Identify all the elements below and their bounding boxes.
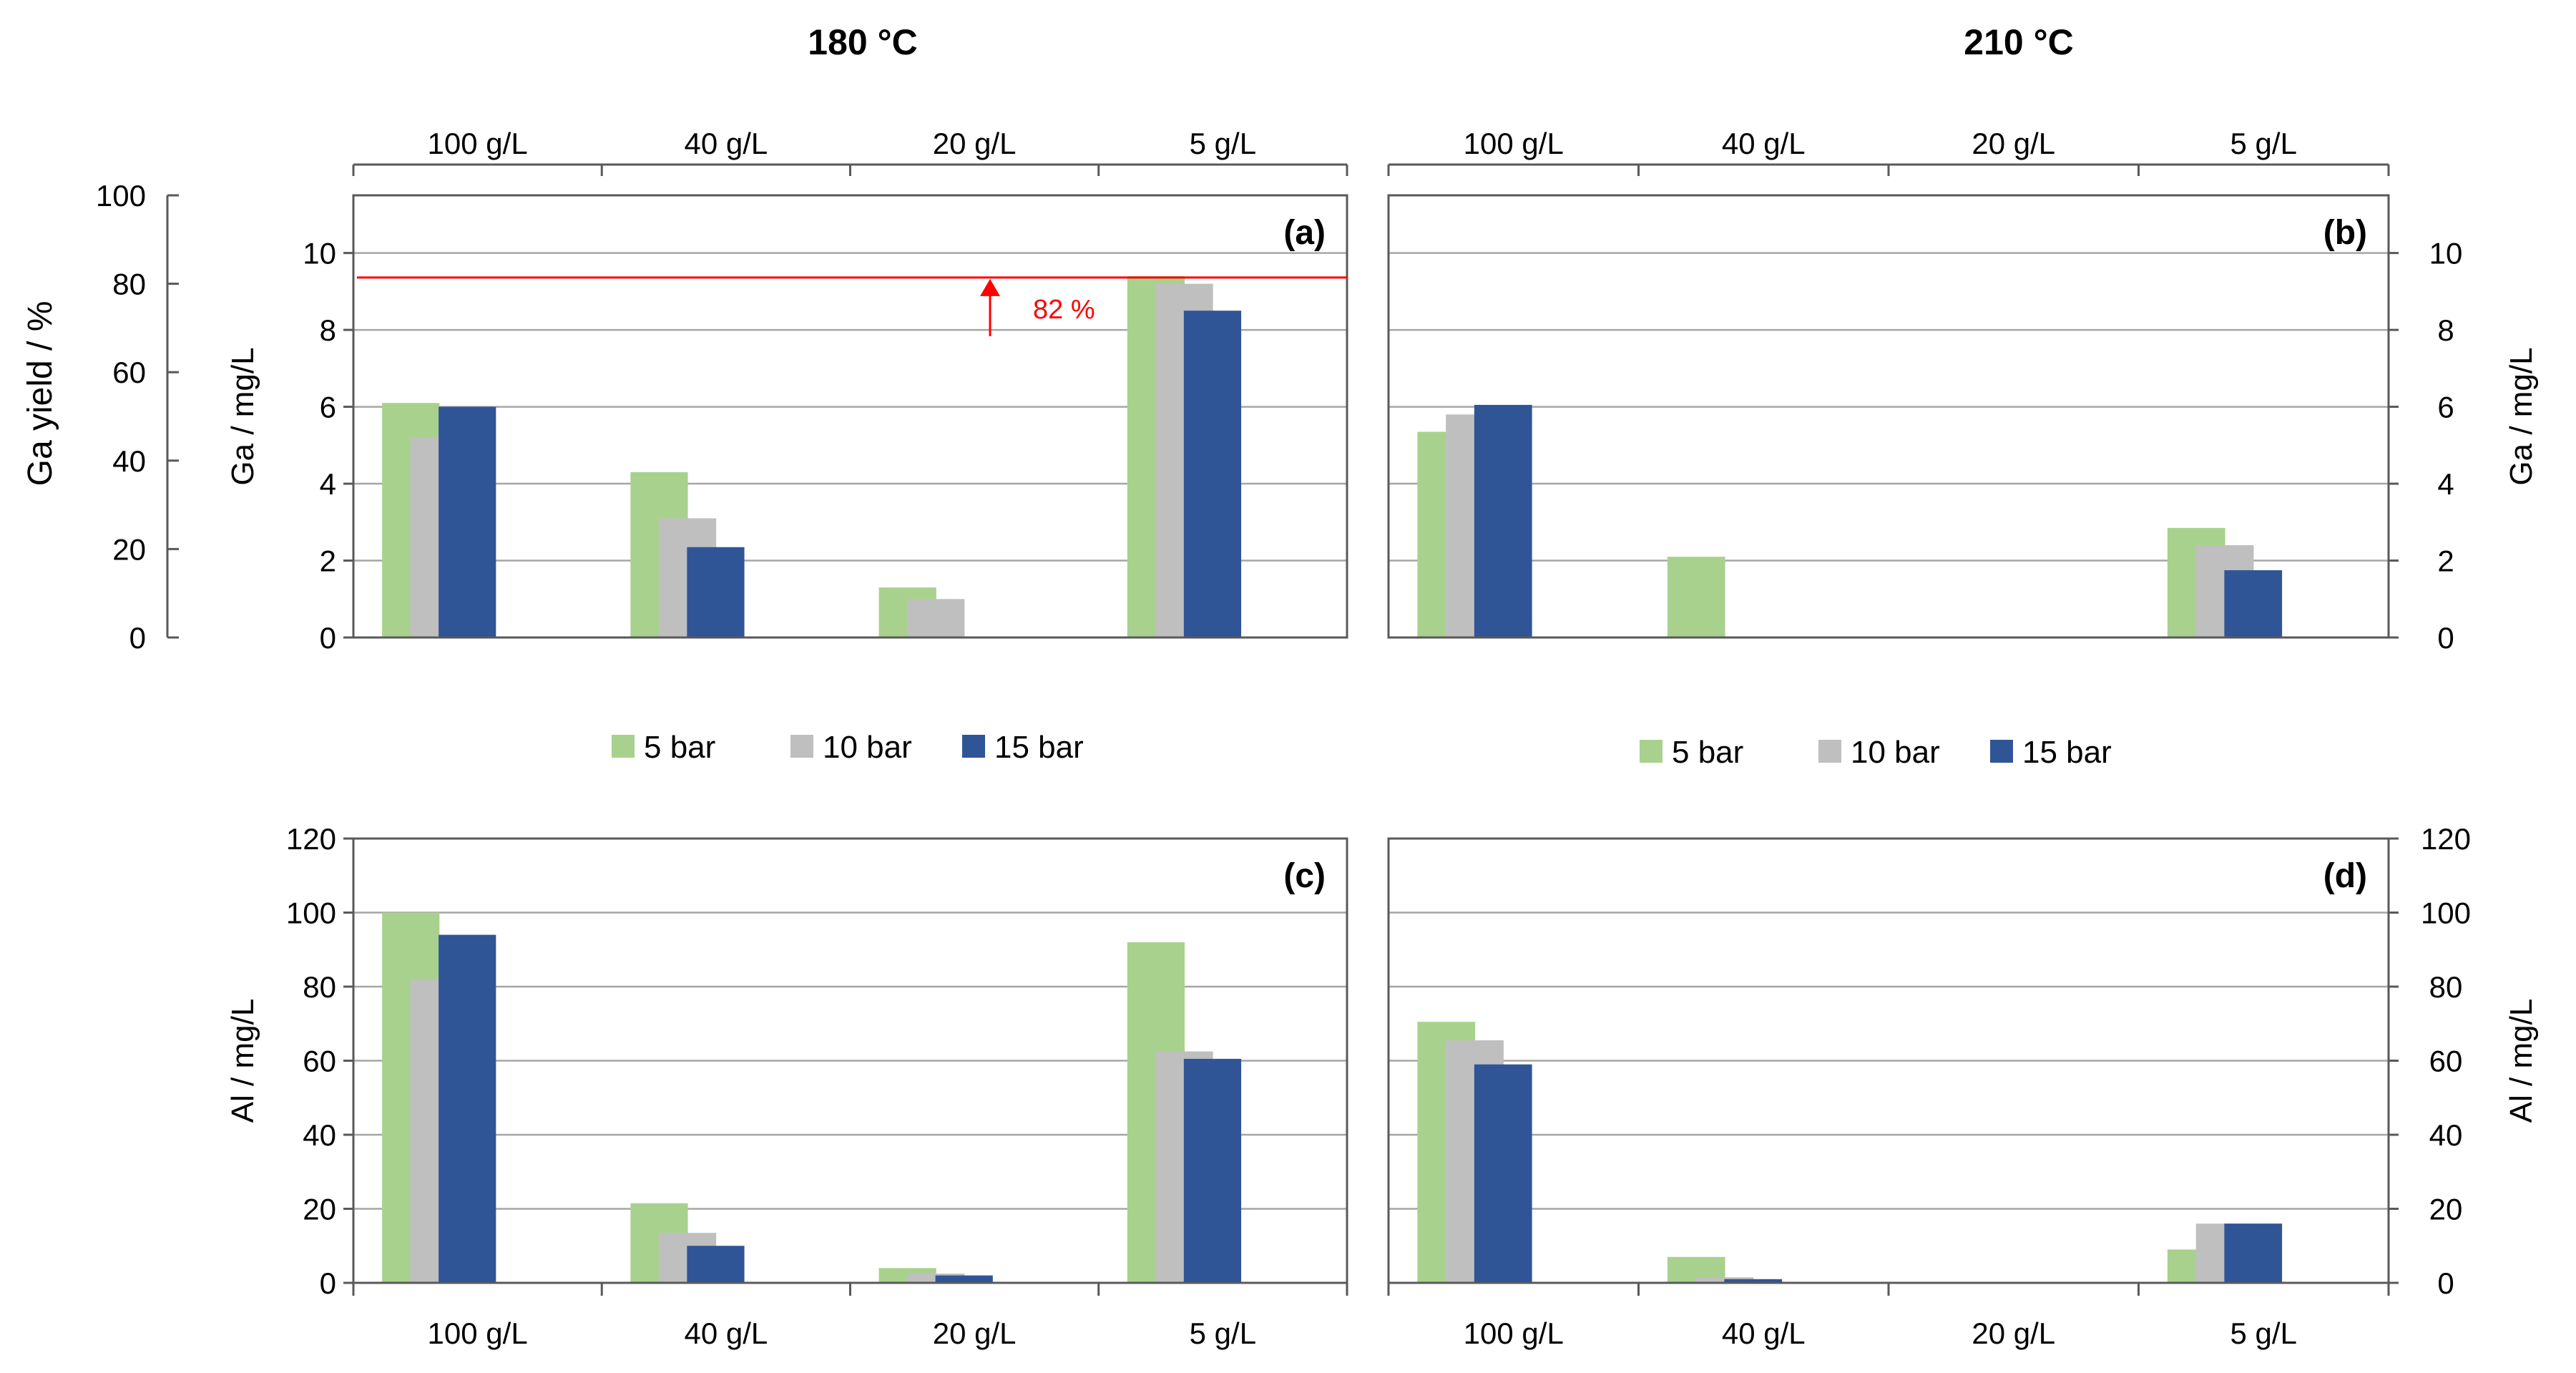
panel-letter: (c) (1283, 857, 1326, 895)
legend-label: 10 bar (823, 730, 912, 765)
y-tick-label: 20 (303, 1193, 336, 1226)
y-tick-label: 4 (2437, 467, 2454, 501)
bar-d-15bar-1 (1724, 1279, 1783, 1283)
category-label: 5 g/L (2230, 127, 2297, 160)
legends: 5 bar 10 bar 15 bar 5 bar 10 bar 15 bar (612, 730, 2112, 770)
category-label: 5 g/L (2230, 1316, 2297, 1350)
category-label: 20 g/L (1972, 1316, 2055, 1350)
y-tick-label: 100 (286, 896, 336, 930)
y-tick-label: 10 (2429, 237, 2463, 270)
legend-swatch (1990, 740, 2013, 763)
category-label: 20 g/L (933, 1316, 1017, 1350)
category-label: 100 g/L (1464, 1316, 1564, 1350)
secondary-axis-title: Ga yield / % (21, 301, 59, 487)
y-tick-label: 0 (320, 1266, 336, 1300)
legend-label: 15 bar (2022, 735, 2112, 770)
bar-b-5bar-1 (1667, 557, 1725, 637)
legend: 5 bar 10 bar 15 bar (1640, 735, 2112, 770)
y-axis-title: Al / mg/L (225, 999, 260, 1123)
y-tick-label: 0 (2437, 1266, 2454, 1300)
legend-swatch (962, 735, 985, 758)
category-label: 100 g/L (1464, 127, 1564, 160)
y-tick-label: 4 (320, 467, 336, 501)
legend: 5 bar 10 bar 15 bar (612, 730, 1084, 765)
secondary-tick-label: 20 (112, 532, 146, 566)
secondary-tick-label: 40 (112, 444, 146, 478)
category-label: 40 g/L (1722, 1316, 1806, 1350)
category-label: 5 g/L (1190, 127, 1256, 160)
y-axis-title: Al / mg/L (2504, 999, 2539, 1123)
y-tick-label: 60 (303, 1045, 336, 1078)
legend-swatch (612, 735, 635, 758)
legend-label: 5 bar (1672, 735, 1743, 770)
category-label: 40 g/L (684, 127, 768, 160)
panel-d: 0 20 40 60 80 100 120 Al / mg/L 100 g/L 40 g/L 20 … (1387, 822, 2539, 1350)
y-tick-label: 0 (2437, 621, 2454, 655)
secondary-tick-label: 60 (112, 356, 146, 389)
y-tick-label: 10 (303, 237, 336, 270)
legend-label: 15 bar (994, 730, 1084, 765)
y-tick-label: 8 (2437, 313, 2454, 347)
category-label: 20 g/L (1972, 127, 2055, 160)
annotation-label: 82 % (1033, 295, 1095, 325)
category-label: 20 g/L (933, 127, 1017, 160)
bar-b-15bar-3 (2224, 570, 2283, 637)
panel-c: 0 20 40 60 80 100 120 Al / mg/L 100 g/L 40 g/L 20 … (225, 822, 1348, 1350)
secondary-tick-label: 100 (96, 179, 146, 212)
category-label: 100 g/L (428, 127, 528, 160)
bar-a-15bar-0 (439, 406, 496, 637)
legend-swatch (790, 735, 813, 758)
y-tick-label: 40 (2429, 1118, 2463, 1152)
plot-frame (352, 194, 1348, 639)
plot-frame (1387, 194, 2390, 639)
y-axis-title: Ga / mg/L (225, 347, 260, 485)
legend-swatch (1818, 740, 1841, 763)
panel-title: 180 °C (808, 22, 917, 62)
y-tick-label: 20 (2429, 1193, 2463, 1226)
y-tick-label: 2 (320, 544, 336, 578)
category-label: 100 g/L (428, 1316, 528, 1350)
y-tick-label: 120 (2421, 822, 2471, 856)
y-tick-label: 100 (2421, 896, 2471, 930)
panel-a: 0 2 4 6 8 10 Ga / mg/L 100 g/L 40 g/L 20 g/L 5 g/L… (21, 22, 1348, 655)
bar-d-15bar-0 (1474, 1064, 1532, 1283)
category-label: 5 g/L (1190, 1316, 1256, 1350)
y-tick-label: 6 (320, 391, 336, 424)
bar-c-15bar-1 (687, 1246, 745, 1283)
category-label: 40 g/L (684, 1316, 768, 1350)
y-tick-label: 2 (2437, 544, 2454, 578)
legend-swatch (1640, 740, 1662, 763)
y-tick-label: 8 (320, 313, 336, 347)
panel-letter: (a) (1283, 214, 1326, 252)
panel-b: 0 2 4 6 8 10 Ga / mg/L 100 g/L 40 g/L 20 g/L 5 g/L… (1387, 22, 2539, 655)
panel-letter: (b) (2323, 214, 2367, 252)
y-tick-label: 80 (303, 970, 336, 1004)
category-label: 40 g/L (1722, 127, 1806, 160)
y-tick-label: 40 (303, 1118, 336, 1152)
y-axis-title: Ga / mg/L (2504, 347, 2539, 485)
y-tick-label: 6 (2437, 391, 2454, 424)
bar-a-10bar-2 (907, 599, 965, 637)
bar-a-15bar-3 (1183, 311, 1242, 637)
y-tick-label: 120 (286, 822, 336, 856)
bar-c-15bar-0 (439, 934, 496, 1283)
y-tick-label: 60 (2429, 1045, 2463, 1078)
panel-letter: (d) (2323, 857, 2367, 895)
panels: 0 2 4 6 8 10 Ga / mg/L 100 g/L 40 g/L 20 g/L 5 g/L… (21, 22, 2539, 1350)
bar-b-15bar-0 (1474, 404, 1532, 637)
bar-c-15bar-3 (1183, 1058, 1242, 1283)
legend-label: 10 bar (1851, 735, 1940, 770)
bar-c-15bar-2 (935, 1275, 993, 1283)
y-tick-label: 80 (2429, 970, 2463, 1004)
annotation-arrowhead (980, 278, 1000, 296)
bar-d-15bar-3 (2224, 1223, 2283, 1283)
y-tick-label: 0 (320, 621, 336, 655)
bar-a-15bar-1 (687, 547, 745, 637)
secondary-tick-label: 0 (129, 621, 146, 655)
legend-label: 5 bar (644, 730, 715, 765)
secondary-tick-label: 80 (112, 268, 146, 301)
panel-title: 210 °C (1964, 22, 2073, 62)
